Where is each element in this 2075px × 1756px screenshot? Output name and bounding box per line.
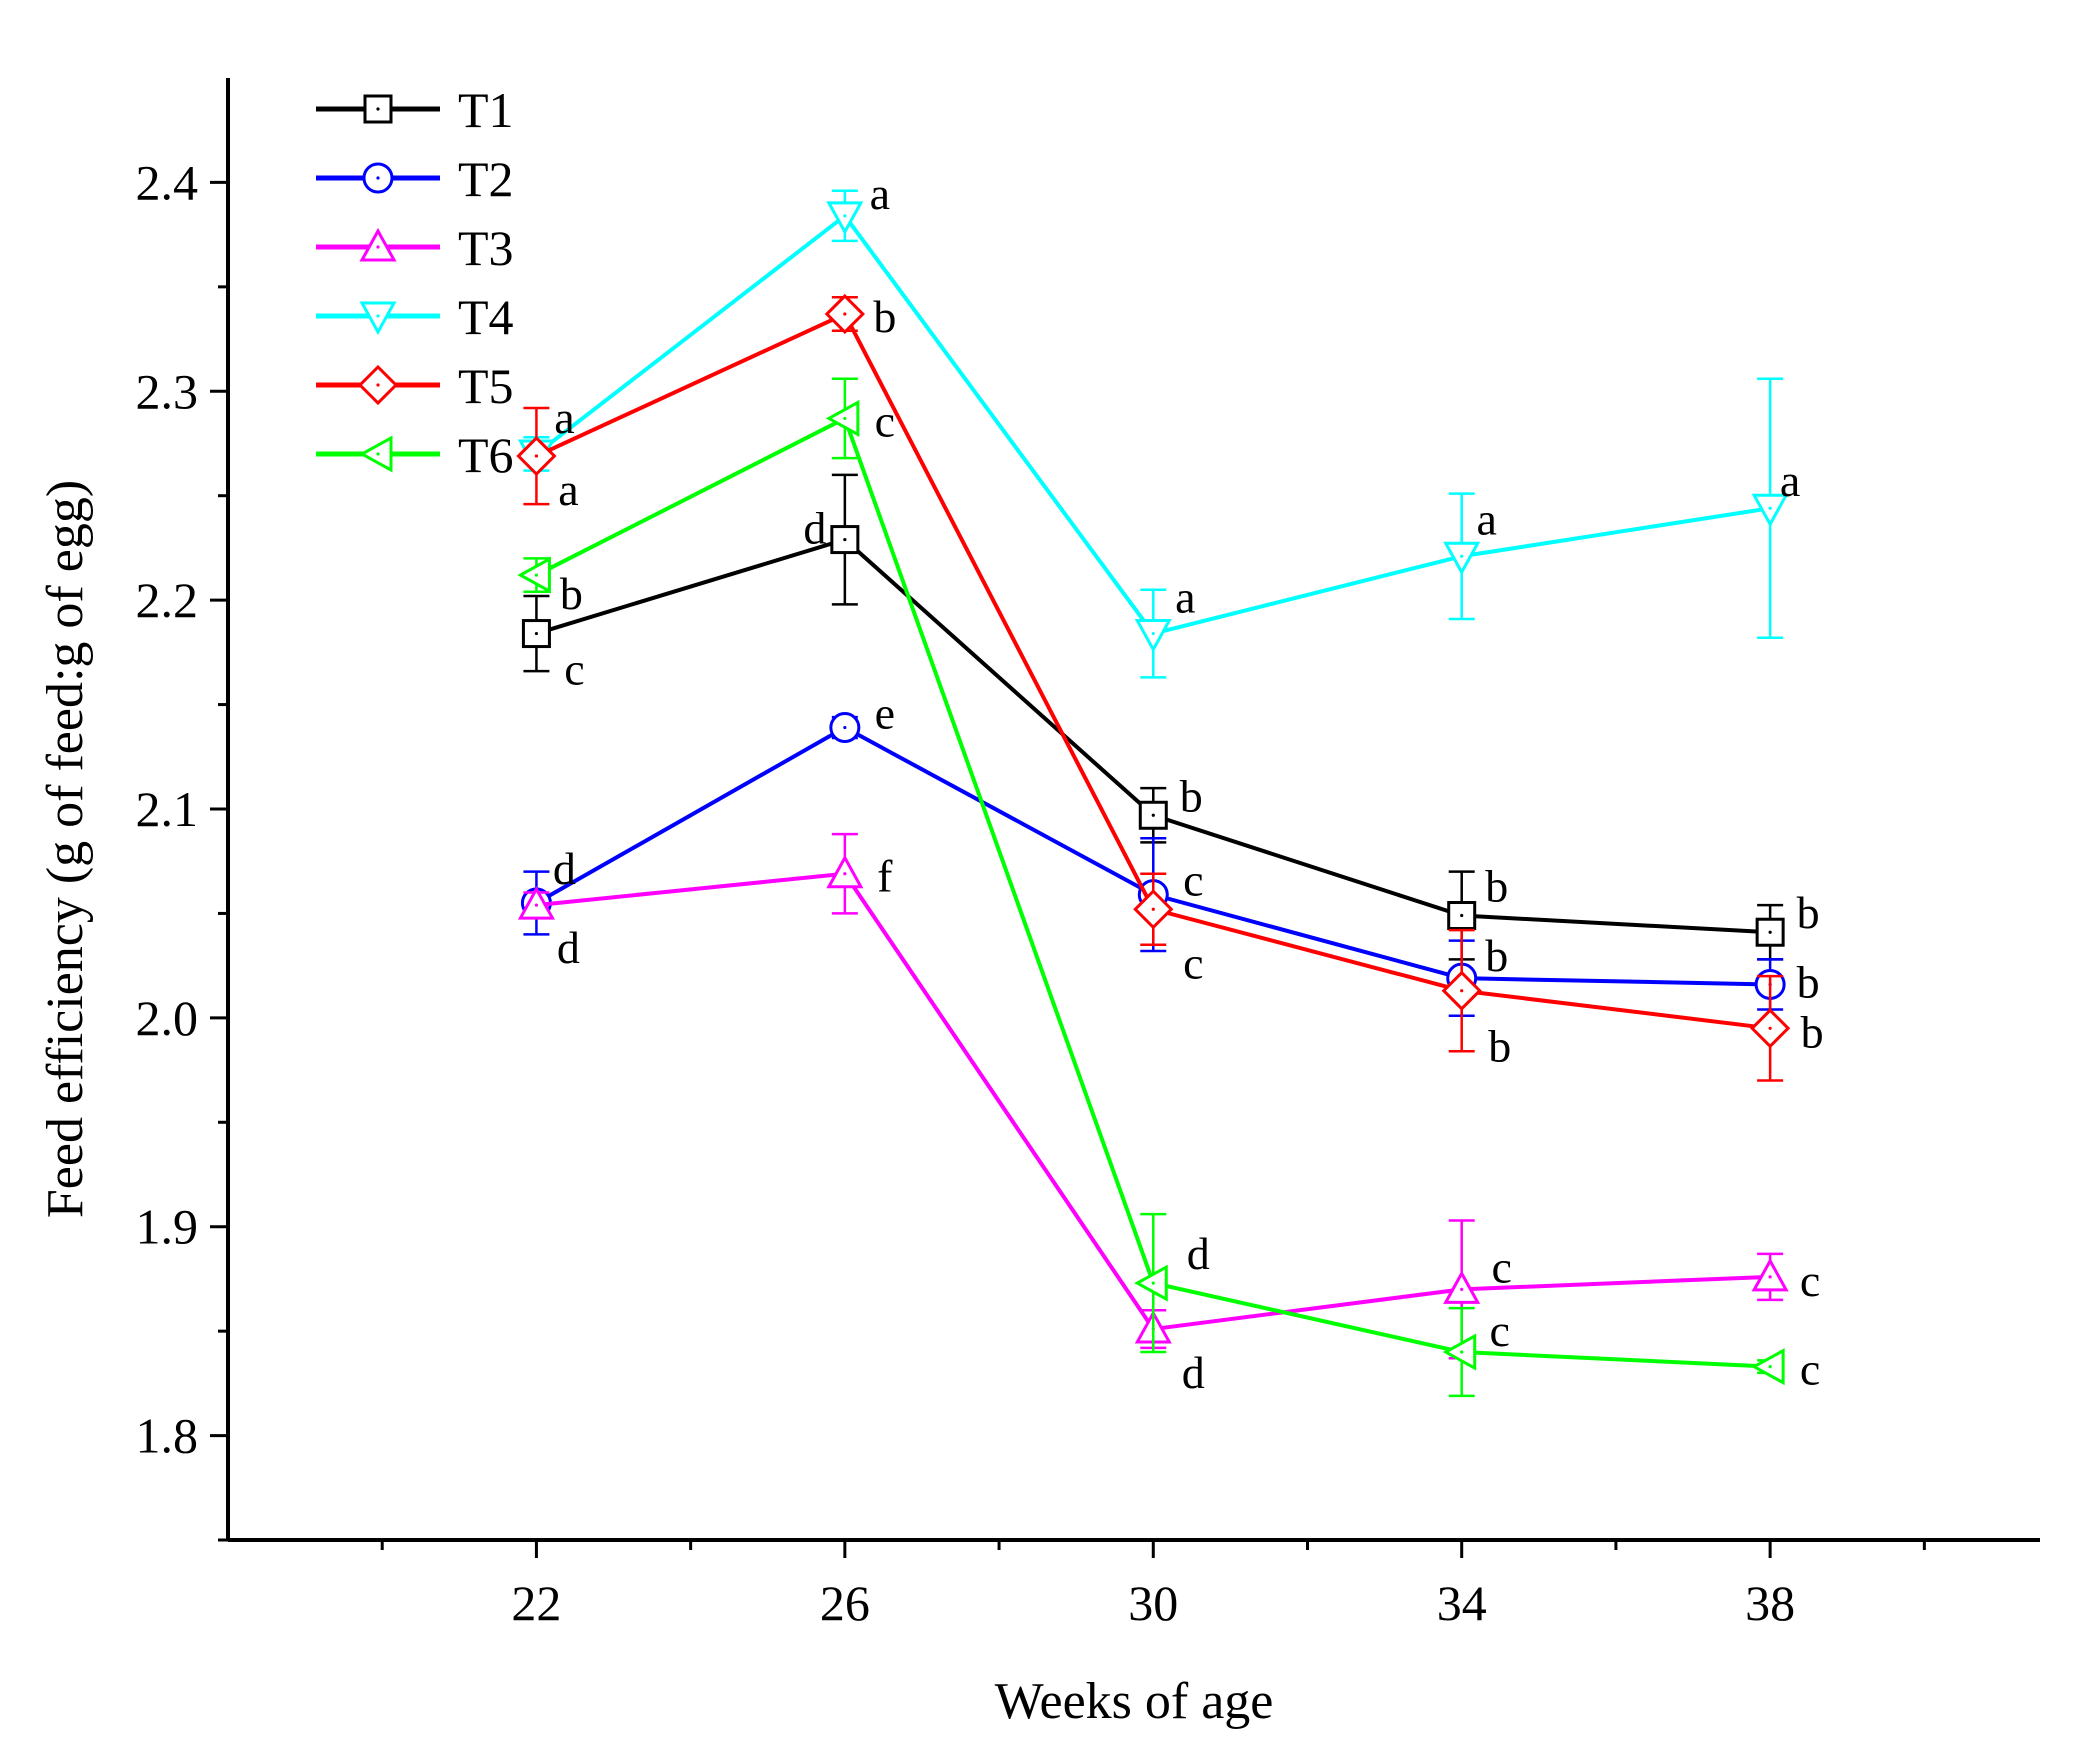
series-line bbox=[535, 213, 1771, 636]
significance-letter: b bbox=[560, 568, 583, 619]
series-t2 bbox=[520, 712, 1786, 1018]
significance-letter: c bbox=[564, 644, 584, 695]
significance-letter: e bbox=[875, 688, 895, 739]
series-layer bbox=[516, 189, 1791, 1398]
series-t5 bbox=[516, 293, 1791, 1082]
significance-letter: b bbox=[873, 291, 896, 342]
y-axis-ticks: 1.8 1.9 2.0 2.1 2.2 2.3 2.4 bbox=[136, 154, 228, 1542]
marker-dot bbox=[843, 312, 847, 316]
significance-letter: c bbox=[1183, 855, 1203, 906]
legend-label: T2 bbox=[458, 151, 514, 207]
marker-dot bbox=[1151, 631, 1155, 636]
marker-dot bbox=[1460, 1287, 1464, 1291]
legend-label: T6 bbox=[458, 427, 514, 483]
marker-dot bbox=[376, 176, 380, 180]
marker-dot bbox=[1460, 989, 1464, 993]
significance-letter: c bbox=[1489, 1305, 1509, 1356]
y-tick-label: 1.8 bbox=[136, 1408, 199, 1464]
significance-letter: d bbox=[557, 922, 580, 973]
marker-dot bbox=[843, 537, 847, 542]
significance-letter: f bbox=[877, 851, 893, 902]
significance-letter: c bbox=[1800, 1255, 1820, 1306]
marker-dot bbox=[1460, 913, 1464, 918]
x-tick-label: 34 bbox=[1437, 1575, 1487, 1631]
y-axis-title: Feed efficiency (g of feed:g of egg) bbox=[37, 480, 94, 1218]
significance-letter: d bbox=[1182, 1347, 1205, 1398]
significance-letter: b bbox=[1797, 956, 1820, 1007]
marker-dot bbox=[376, 107, 380, 111]
significance-letter: b bbox=[1488, 1021, 1511, 1072]
y-tick-label: 1.9 bbox=[136, 1199, 199, 1255]
y-tick-label: 2.0 bbox=[136, 990, 199, 1046]
significance-letter: a bbox=[870, 168, 890, 219]
legend-item-t3: T3 bbox=[316, 220, 514, 276]
significance-letter: c bbox=[1183, 937, 1203, 988]
marker-dot bbox=[1768, 506, 1772, 510]
x-tick-label: 38 bbox=[1745, 1575, 1795, 1631]
x-tick-label: 26 bbox=[820, 1575, 870, 1631]
significance-letter: b bbox=[1485, 930, 1508, 981]
series-t6 bbox=[517, 377, 1785, 1398]
marker-dot bbox=[1460, 1350, 1464, 1354]
legend-label: T1 bbox=[458, 82, 514, 138]
legend-item-t5: T5 bbox=[316, 358, 514, 414]
x-axis-ticks: 22 26 30 34 38 bbox=[380, 1540, 1926, 1631]
marker-dot bbox=[376, 245, 380, 249]
marker-dot bbox=[1460, 554, 1464, 558]
marker-dot bbox=[843, 725, 847, 730]
significance-letter: b bbox=[1180, 770, 1203, 821]
marker-dot bbox=[534, 454, 539, 458]
y-tick-label: 2.3 bbox=[136, 363, 199, 419]
x-tick-label: 22 bbox=[511, 1575, 561, 1631]
significance-letter: c bbox=[875, 395, 895, 446]
marker-dot bbox=[376, 452, 380, 456]
legend-item-t4: T4 bbox=[316, 289, 514, 345]
significance-letter: a bbox=[554, 392, 574, 443]
marker-dot bbox=[843, 872, 847, 876]
marker-dot bbox=[534, 631, 539, 636]
marker-dot bbox=[534, 573, 539, 577]
significance-letter: c bbox=[1800, 1344, 1820, 1395]
marker-dot bbox=[1768, 1365, 1772, 1369]
significance-letter: a bbox=[1476, 493, 1496, 544]
marker-dot bbox=[1151, 907, 1155, 911]
data-point-marker bbox=[1447, 901, 1477, 931]
significance-letter: c bbox=[1491, 1241, 1511, 1292]
significance-letter: a bbox=[1780, 455, 1800, 506]
marker-dot bbox=[1768, 1026, 1772, 1030]
y-tick-label: 2.1 bbox=[136, 781, 199, 837]
x-tick-label: 30 bbox=[1128, 1575, 1178, 1631]
x-axis-title: Weeks of age bbox=[995, 1673, 1274, 1730]
legend: T1 T2 T3 T4 T5 T6 bbox=[316, 82, 514, 483]
marker-dot bbox=[843, 416, 847, 421]
marker-dot bbox=[1151, 1281, 1155, 1285]
marker-dot bbox=[534, 903, 539, 907]
marker-dot bbox=[1151, 813, 1155, 817]
legend-label: T5 bbox=[458, 358, 514, 414]
significance-letter: d bbox=[1187, 1228, 1210, 1279]
marker-dot bbox=[1768, 930, 1772, 934]
significance-letter: b bbox=[1801, 1006, 1824, 1057]
legend-item-t6: T6 bbox=[316, 427, 514, 483]
series-t4 bbox=[517, 189, 1789, 679]
legend-label: T4 bbox=[458, 289, 514, 345]
significance-letter: a bbox=[558, 464, 578, 515]
marker-dot bbox=[376, 383, 380, 387]
significance-letter: b bbox=[1485, 861, 1508, 912]
significance-letter: d bbox=[553, 843, 576, 894]
significance-letter: b bbox=[1797, 887, 1820, 938]
significance-letter: a bbox=[1175, 572, 1195, 623]
significance-letter: d bbox=[803, 503, 826, 554]
legend-label: T3 bbox=[458, 220, 514, 276]
legend-item-t1: T1 bbox=[316, 82, 514, 138]
marker-dot bbox=[1768, 1275, 1772, 1279]
y-tick-label: 2.4 bbox=[136, 154, 199, 210]
legend-marker bbox=[363, 94, 393, 124]
y-tick-label: 2.2 bbox=[136, 572, 199, 628]
marker-dot bbox=[376, 314, 380, 318]
legend-item-t2: T2 bbox=[316, 151, 514, 207]
marker-dot bbox=[843, 214, 847, 218]
